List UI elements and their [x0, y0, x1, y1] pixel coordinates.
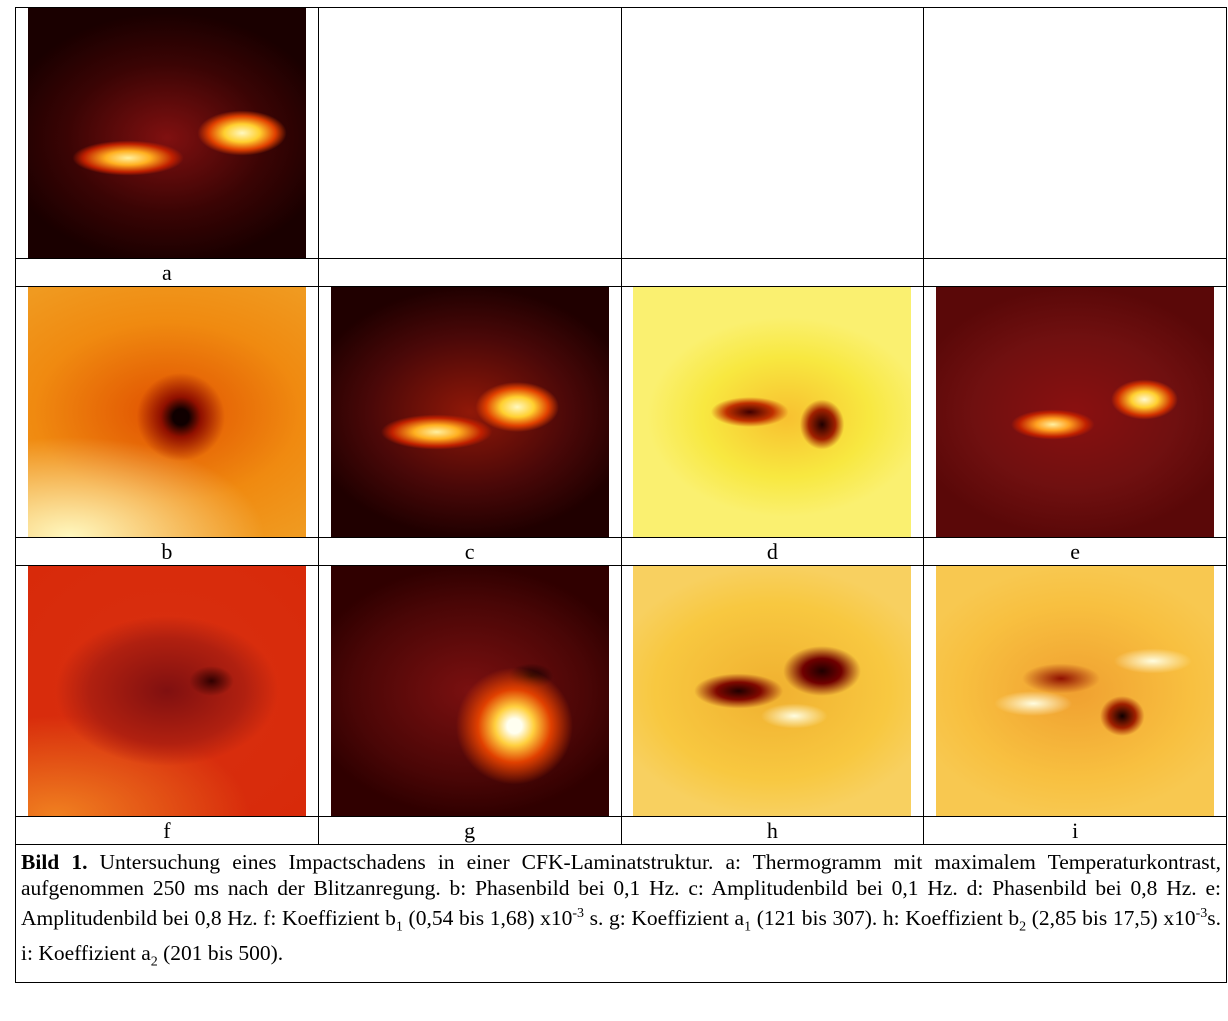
panel-label: h: [620, 816, 925, 845]
caption-title: Bild 1.: [21, 850, 88, 874]
cell: [15, 286, 319, 538]
thermal-image: [27, 566, 306, 816]
thermal-image: [27, 287, 306, 537]
subscript: 1: [395, 919, 403, 935]
superscript: -3: [1195, 906, 1208, 921]
subscript: 2: [150, 954, 158, 970]
cell: [317, 565, 622, 817]
panel-label: a: [15, 258, 319, 287]
superscript: -3: [572, 906, 585, 921]
cell: [317, 7, 622, 259]
caption-text: (0,54 bis 1,68) x10: [402, 906, 573, 931]
panel-label: e: [923, 537, 1227, 566]
cell: [317, 286, 622, 538]
caption-text: s. i: Koeffizient a: [21, 906, 1221, 966]
cell: [15, 7, 319, 259]
cell: [923, 286, 1227, 538]
thermal-image: [330, 566, 609, 816]
panel-label: g: [317, 816, 622, 845]
cell: [317, 258, 622, 287]
subscript: 2: [1019, 919, 1027, 935]
panel-label: d: [620, 537, 925, 566]
subscript: 1: [744, 919, 752, 935]
thermal-image: [936, 287, 1215, 537]
cell: [923, 258, 1227, 287]
caption-text: Untersuchung eines Impactschadens in ein…: [21, 850, 1222, 931]
caption: Bild 1. Untersuchung eines Impactschaden…: [15, 844, 1227, 983]
thermal-image: [27, 8, 306, 258]
cell: [620, 7, 925, 259]
thermal-image: [633, 287, 912, 537]
caption-text: (2,85 bis 17,5) x10: [1026, 906, 1196, 931]
thermal-image: [633, 566, 912, 816]
cell: [15, 565, 319, 817]
figure-table: a b c d e f g h i Bild 1. Untersuchung e…: [15, 7, 1227, 983]
panel-label: c: [317, 537, 622, 566]
cell: [923, 565, 1227, 817]
caption-text: (201 bis 500).: [157, 941, 284, 966]
cell: [620, 565, 925, 817]
thermal-image: [936, 566, 1215, 816]
panel-label: b: [15, 537, 319, 566]
panel-label: f: [15, 816, 319, 845]
caption-text: (121 bis 307). h: Koeffizient b: [751, 906, 1020, 931]
cell: [620, 286, 925, 538]
panel-label: i: [923, 816, 1227, 845]
thermal-image: [330, 287, 609, 537]
cell: [923, 7, 1227, 259]
cell: [620, 258, 925, 287]
caption-text: s. g: Koeffizient a: [584, 906, 745, 931]
